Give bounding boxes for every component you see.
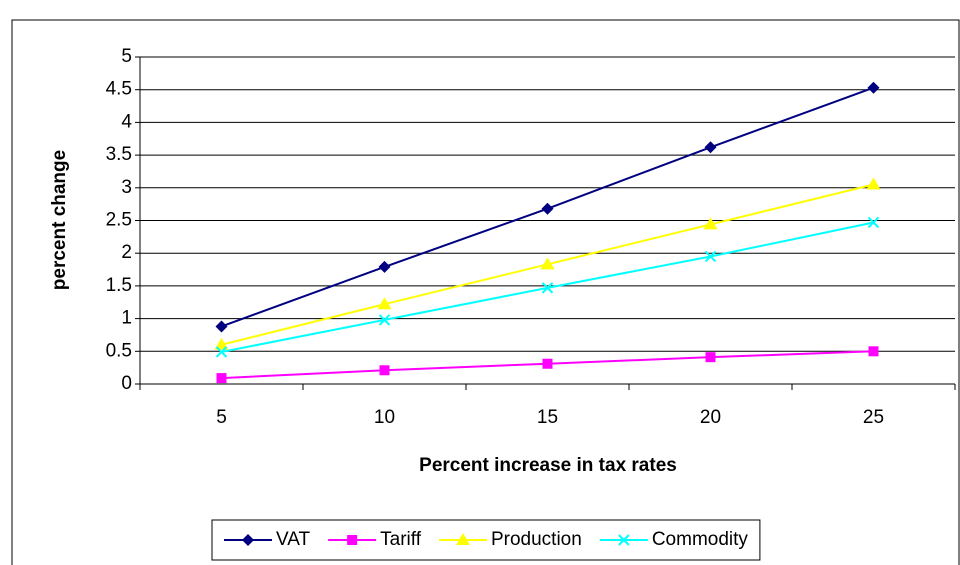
y-tick-label: 0.5 <box>106 340 132 361</box>
marker <box>455 533 470 545</box>
marker <box>618 534 630 546</box>
x-axis-title: Percent increase in tax rates <box>419 455 677 476</box>
marker <box>214 337 229 350</box>
marker <box>704 250 717 263</box>
marker <box>867 81 880 94</box>
marker <box>378 314 391 326</box>
marker <box>541 282 554 294</box>
x-tick-label: 15 <box>537 407 558 428</box>
y-tick-label: 0 <box>121 373 132 394</box>
legend-label: VAT <box>276 529 311 550</box>
marker <box>541 202 554 215</box>
marker <box>215 346 228 358</box>
marker <box>347 535 358 545</box>
legend: VAT Tariff Production Commodity <box>211 519 761 561</box>
marker <box>868 346 879 357</box>
y-tick-label: 5 <box>121 46 132 67</box>
legend-label: Production <box>491 529 582 550</box>
marker <box>379 365 390 376</box>
marker <box>242 534 254 546</box>
y-tick-label: 4 <box>121 111 132 132</box>
x-tick-label: 10 <box>374 407 395 428</box>
marker <box>377 297 392 310</box>
marker <box>867 216 880 229</box>
legend-label: Tariff <box>380 529 422 550</box>
y-tick-label: 3.5 <box>106 144 132 165</box>
y-tick-label: 1 <box>121 308 132 329</box>
y-tick-label: 2.5 <box>106 210 132 231</box>
y-axis-title: percent change <box>49 150 70 290</box>
y-tick-label: 2 <box>121 242 132 263</box>
marker <box>540 257 555 270</box>
x-tick-label: 20 <box>700 407 721 428</box>
x-tick-label: 5 <box>216 407 227 428</box>
marker <box>705 352 716 363</box>
x-tick-label: 25 <box>863 407 884 428</box>
marker <box>215 320 228 333</box>
marker <box>703 217 718 230</box>
y-tick-label: 3 <box>121 177 132 198</box>
marker <box>866 177 881 190</box>
marker <box>542 358 553 369</box>
marker <box>378 260 391 273</box>
marker <box>216 373 227 384</box>
y-tick-label: 1.5 <box>106 275 132 296</box>
chart-frame <box>11 19 960 565</box>
y-tick-label: 4.5 <box>106 79 132 100</box>
legend-label: Commodity <box>652 529 749 550</box>
marker <box>704 141 717 154</box>
